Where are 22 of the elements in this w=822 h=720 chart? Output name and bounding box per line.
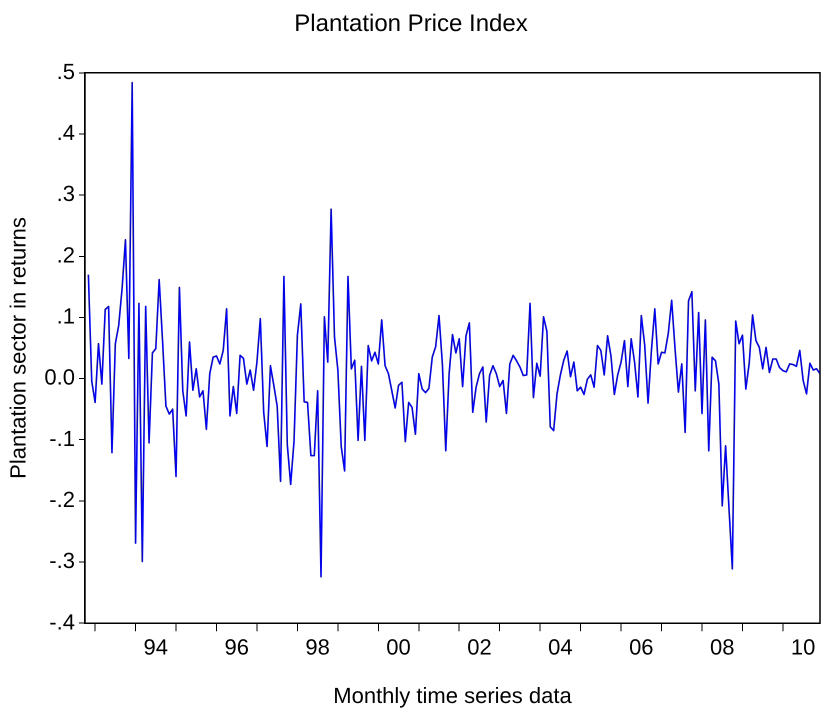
x-tick-label: 96 [224,634,249,660]
chart-title: Plantation Price Index [294,10,528,38]
x-tick-label: 10 [790,634,816,660]
y-tick-label: -.3 [49,548,75,574]
y-tick-label: 0.0 [44,364,75,390]
y-tick-label: -.4 [49,609,75,634]
x-tick-label: 08 [710,634,734,660]
y-tick-label: .4 [56,120,75,146]
y-tick-label: .1 [56,303,75,328]
x-tick-label: 06 [629,634,654,660]
x-tick-label: 94 [144,634,168,660]
y-tick-label: -.2 [49,486,75,512]
y-tick-label: .2 [56,242,75,268]
y-tick-label: .5 [56,58,75,84]
x-tick-label: 98 [305,634,330,660]
y-tick-label: -.1 [49,426,75,451]
x-axis-title: Monthly time series data [333,682,572,708]
y-axis-title: Plantation sector in returns [5,217,30,479]
x-tick-label: 04 [548,634,573,660]
x-tick-label: 00 [386,634,411,660]
y-tick-label: .3 [56,181,75,206]
x-tick-label: 02 [467,634,492,660]
